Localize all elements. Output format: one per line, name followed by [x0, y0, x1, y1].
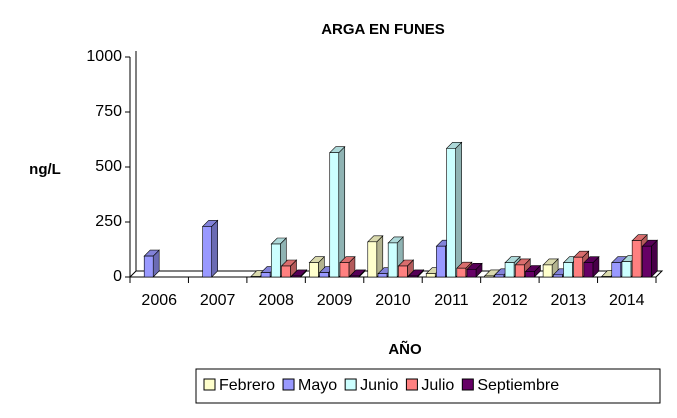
- legend-label: Junio: [360, 377, 398, 394]
- bar: [408, 275, 418, 278]
- bar-side: [338, 145, 346, 278]
- bar: [377, 273, 388, 278]
- bar: [642, 245, 652, 278]
- x-axis-label: AÑO: [388, 340, 422, 358]
- x-tick-label: 2010: [375, 292, 411, 309]
- bar: [563, 262, 573, 278]
- y-tick-label: 500: [95, 158, 122, 175]
- bar: [542, 264, 553, 278]
- bar: [329, 152, 340, 278]
- bar: [202, 226, 212, 278]
- y-axis: [129, 51, 137, 278]
- bar: [525, 271, 535, 278]
- bar: [484, 275, 494, 278]
- bar: [573, 256, 584, 278]
- bar-side: [211, 219, 218, 278]
- bar: [621, 261, 632, 278]
- x-tick-label: 2012: [492, 292, 528, 309]
- bar: [398, 265, 408, 278]
- bar: [260, 272, 271, 278]
- bar: [466, 268, 477, 278]
- x-tick-label: 2006: [141, 292, 177, 309]
- bar: [309, 262, 319, 278]
- y-axis-label: ng/L: [29, 161, 61, 178]
- x-tick-label: 2011: [434, 292, 469, 309]
- bar: [494, 274, 505, 278]
- legend-label: Febrero: [219, 377, 275, 394]
- legend-swatch: [203, 378, 216, 391]
- bar: [456, 267, 467, 278]
- legend-swatch: [405, 378, 418, 391]
- bar-side: [455, 141, 462, 278]
- bar: [319, 272, 329, 278]
- bar: [339, 262, 350, 278]
- bar: [631, 240, 642, 278]
- bar: [504, 262, 515, 278]
- bar: [446, 148, 456, 278]
- chart-title: ARGA EN FUNES: [321, 21, 445, 38]
- bar: [514, 264, 525, 278]
- bar: [143, 255, 154, 278]
- bar: [553, 274, 563, 278]
- y-tick-label: 250: [95, 213, 122, 230]
- bar: [583, 262, 594, 278]
- bar: [349, 275, 360, 278]
- bar: [436, 245, 446, 278]
- legend-box: [195, 368, 661, 404]
- bar: [281, 265, 291, 278]
- x-tick-label: 2008: [258, 292, 294, 309]
- bar: [611, 262, 622, 278]
- x-tick-label: 2007: [200, 292, 236, 309]
- legend-label: Mayo: [298, 377, 337, 394]
- legend-label: Septiembre: [477, 377, 559, 394]
- y-tick-label: 750: [95, 103, 122, 120]
- x-tick-label: 2009: [317, 292, 353, 309]
- y-tick-label: 1000: [86, 48, 122, 65]
- x-tick-label: 2013: [551, 292, 587, 309]
- x-tick-label: 2014: [609, 292, 645, 309]
- legend-swatch: [282, 378, 295, 391]
- legend-swatch: [344, 378, 357, 391]
- bar: [270, 243, 281, 278]
- y-tick-label: 0: [113, 268, 122, 285]
- bar: [425, 273, 436, 278]
- bar: [387, 242, 398, 278]
- legend-swatch: [461, 378, 474, 391]
- bar: [367, 241, 378, 278]
- bar: [291, 275, 301, 278]
- legend-label: Julio: [421, 377, 454, 394]
